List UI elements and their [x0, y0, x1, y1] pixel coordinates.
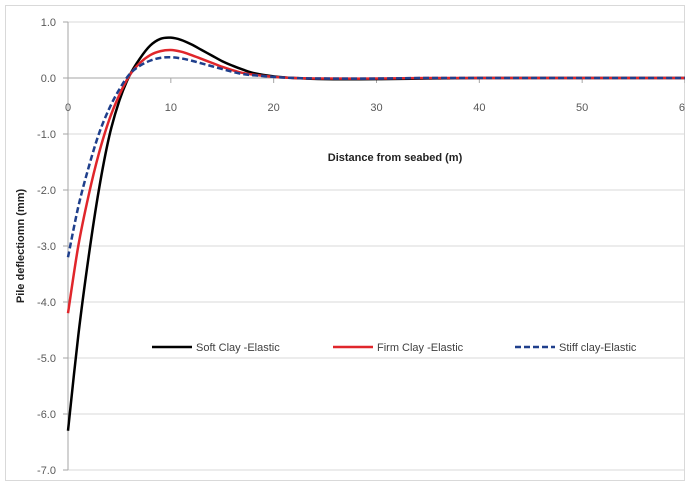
x-tick-label: 0 — [65, 102, 71, 114]
y-tick-label: 1.0 — [41, 17, 56, 29]
legend-label: Soft Clay -Elastic — [196, 342, 280, 354]
series-lines — [66, 36, 685, 431]
y-tick-label: -1.0 — [37, 129, 56, 141]
x-tick-label: 50 — [576, 102, 588, 114]
y-tick-label: -7.0 — [37, 465, 56, 477]
x-tick-label: 10 — [165, 102, 177, 114]
y-tick-label: -3.0 — [37, 241, 56, 253]
tick-labels: 1.0 0.0 -1.0 -2.0 -3.0 -4.0 -5.0 -6.0 -7.0 0 10 20 3… — [37, 17, 685, 477]
gridlines — [68, 21, 685, 471]
legend-label: Stiff clay-Elastic — [559, 342, 637, 354]
y-tick-label: -6.0 — [37, 409, 56, 421]
series-line-3 — [66, 56, 685, 258]
legend: Soft Clay -Elastic Firm Clay -Elastic Stif… — [152, 342, 637, 354]
y-tick-label: -5.0 — [37, 353, 56, 365]
y-tick-label: -4.0 — [37, 297, 56, 309]
x-tick-label: 20 — [268, 102, 280, 114]
x-tick-label: 30 — [370, 102, 382, 114]
chart-frame — [5, 5, 685, 481]
x-tick-label: 40 — [473, 102, 485, 114]
y-tick-label: -2.0 — [37, 185, 56, 197]
legend-label: Firm Clay -Elastic — [377, 342, 464, 354]
x-tick-label: 60 — [679, 102, 685, 114]
x-axis-title: Distance from seabed (m) — [328, 152, 463, 164]
y-tick-label: 0.0 — [41, 73, 56, 85]
y-axis-title: Pile deflectiomn (mm) — [15, 189, 27, 304]
